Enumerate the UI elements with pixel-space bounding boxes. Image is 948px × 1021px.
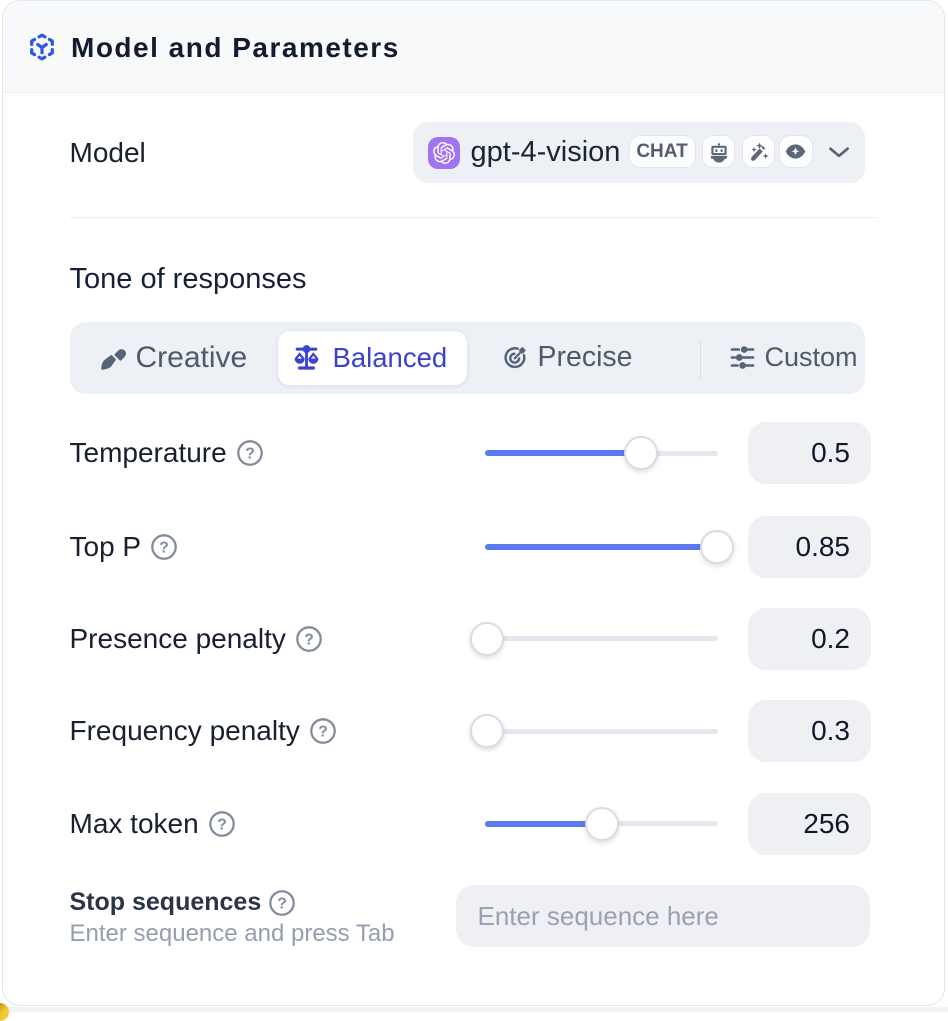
- svg-text:?: ?: [217, 816, 227, 833]
- svg-text:?: ?: [159, 539, 169, 556]
- svg-text:?: ?: [277, 895, 287, 912]
- svg-text:?: ?: [304, 631, 314, 648]
- svg-text:?: ?: [245, 446, 255, 463]
- svg-text:?: ?: [318, 724, 328, 741]
